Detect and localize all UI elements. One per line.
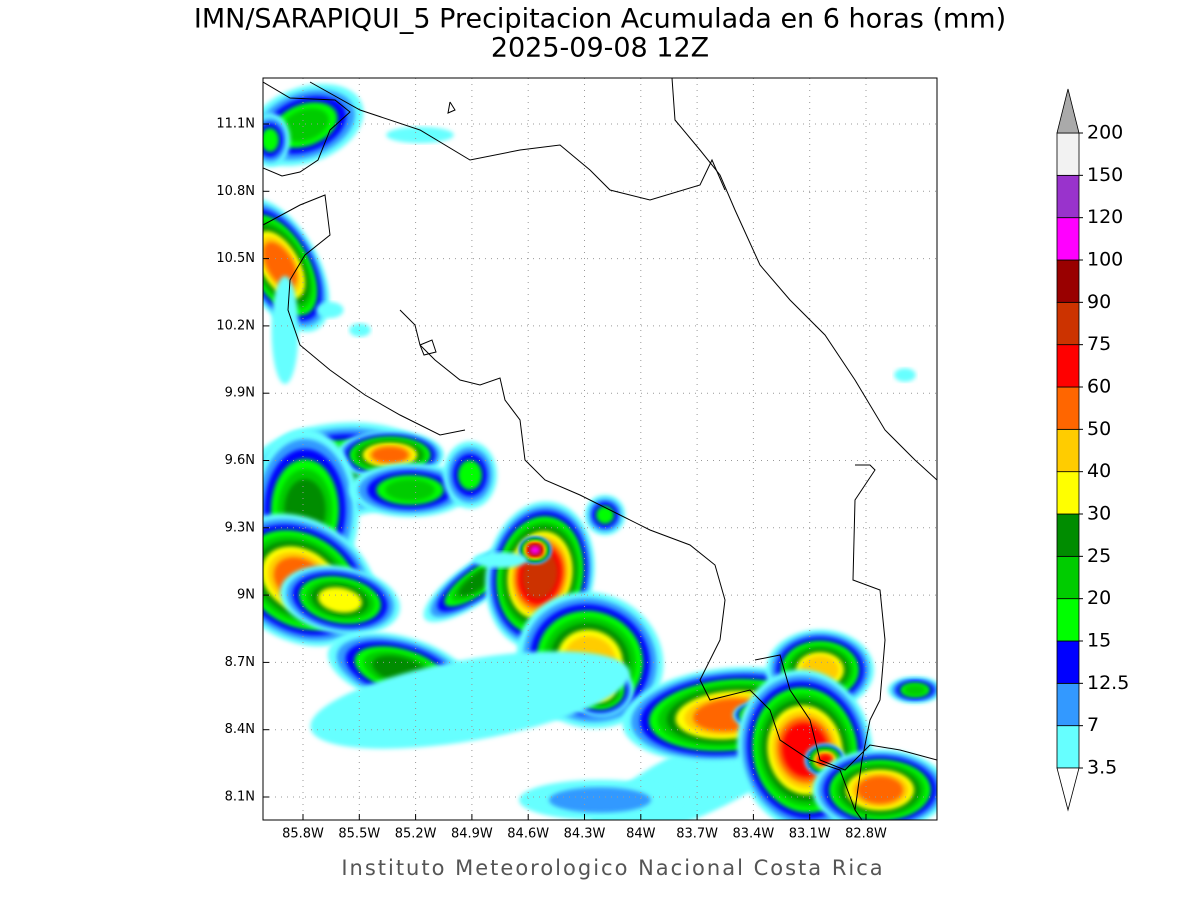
precip-area	[549, 787, 651, 813]
colorbar-label: 200	[1087, 122, 1123, 144]
colorbar-label: 100	[1087, 249, 1123, 271]
colorbar-band	[1056, 217, 1080, 261]
lat-tick-label: 10.2N	[216, 318, 255, 333]
map-title: IMN/SARAPIQUI_5 Precipitacion Acumulada …	[194, 4, 1006, 35]
colorbar: 3.5 7 12.5 15 20 25 30 40 50 60 75 90 100 120 150 200	[1056, 88, 1129, 812]
precip-area	[818, 754, 832, 766]
precip-area	[263, 128, 279, 152]
lon-tick-label: 83.1W	[789, 827, 831, 842]
lon-tick-label: 84W	[626, 827, 656, 842]
map-frame	[262, 77, 938, 821]
lat-tick-label: 8.1N	[225, 790, 255, 805]
precip-area	[386, 126, 454, 144]
precip-area	[371, 446, 409, 464]
precip-area	[281, 108, 329, 142]
coastline	[419, 339, 437, 356]
lon-tick-label: 82.8W	[845, 827, 887, 842]
precip-area	[316, 301, 344, 319]
colorbar-label: 75	[1087, 333, 1111, 355]
precip-area	[894, 368, 916, 382]
map-subtitle: 2025-09-08 12Z	[491, 33, 709, 64]
colorbar-under	[1056, 767, 1080, 812]
precip-area	[596, 506, 614, 524]
lon-tick-label: 83.4W	[732, 827, 774, 842]
lat-tick-label: 10.8N	[216, 184, 255, 199]
coastlines	[263, 78, 937, 820]
colorbar-over	[1056, 88, 1080, 134]
colorbar-label: 15	[1087, 630, 1111, 652]
colorbar-label: 30	[1087, 503, 1111, 525]
colorbar-label: 40	[1087, 460, 1111, 482]
lon-tick-label: 85.8W	[282, 827, 324, 842]
colorbar-band	[1056, 386, 1080, 430]
colorbar-label: 90	[1087, 291, 1111, 313]
coastline	[263, 81, 351, 177]
lon-tick-label: 84.3W	[564, 827, 606, 842]
coastline	[309, 81, 726, 201]
colorbar-band	[1056, 174, 1080, 219]
precip-area	[263, 242, 297, 288]
colorbar-band	[1056, 259, 1080, 303]
colorbar-band	[1056, 132, 1080, 176]
border	[754, 654, 937, 771]
lat-tick-label: 11.1N	[216, 117, 255, 132]
coastline	[671, 78, 937, 481]
precip-area	[349, 323, 371, 337]
colorbar-band	[1056, 471, 1080, 515]
lat-tick-label: 10.5N	[216, 251, 255, 266]
precip-field	[263, 83, 937, 820]
precip-area	[856, 776, 904, 804]
colorbar-band	[1056, 682, 1080, 727]
colorbar-band	[1056, 725, 1080, 769]
colorbar-label: 50	[1087, 418, 1111, 440]
colorbar-band	[1056, 428, 1080, 473]
coastline	[399, 309, 856, 811]
coastline	[852, 464, 886, 820]
lat-tick-label: 9.9N	[225, 386, 255, 401]
colorbar-band	[1056, 344, 1080, 388]
precip-area	[529, 545, 541, 555]
colorbar-band	[1056, 513, 1080, 557]
colorbar-label: 120	[1087, 206, 1123, 228]
lat-tick-label: 9N	[237, 588, 255, 603]
precip-area	[318, 587, 362, 613]
precip-area	[385, 479, 435, 501]
colorbar-band	[1056, 640, 1080, 684]
lat-tick-label: 8.7N	[225, 655, 255, 670]
precip-area	[310, 651, 630, 749]
colorbar-label: 12.5	[1087, 672, 1129, 694]
colorbar-label: 20	[1087, 587, 1111, 609]
colorbar-label: 60	[1087, 376, 1111, 398]
lon-tick-label: 84.9W	[451, 827, 493, 842]
lon-tick-label: 85.5W	[338, 827, 380, 842]
colorbar-band	[1056, 555, 1080, 600]
coastline	[447, 101, 456, 114]
precip-area	[458, 460, 482, 490]
lat-tick-label: 8.4N	[225, 722, 255, 737]
lat-tick-label: 9.6N	[225, 453, 255, 468]
graticule: 85.8W 85.5W 85.2W 84.9W 84.6W 84.3W 84W 83.7W 83…	[216, 78, 937, 842]
coastline	[263, 194, 466, 436]
colorbar-label: 25	[1087, 545, 1111, 567]
precip-area	[473, 551, 527, 569]
lon-tick-label: 83.7W	[676, 827, 718, 842]
colorbar-band	[1056, 598, 1080, 642]
colorbar-label: 150	[1087, 164, 1123, 186]
footer: Instituto Meteorologico Nacional Costa R…	[341, 856, 884, 880]
lat-tick-label: 9.3N	[225, 520, 255, 535]
colorbar-band	[1056, 301, 1080, 346]
lon-tick-label: 84.6W	[507, 827, 549, 842]
colorbar-label: 3.5	[1087, 757, 1117, 779]
colorbar-label: 7	[1087, 714, 1099, 736]
lon-tick-label: 85.2W	[395, 827, 437, 842]
precip-area	[271, 276, 299, 384]
precip-area	[904, 684, 926, 696]
